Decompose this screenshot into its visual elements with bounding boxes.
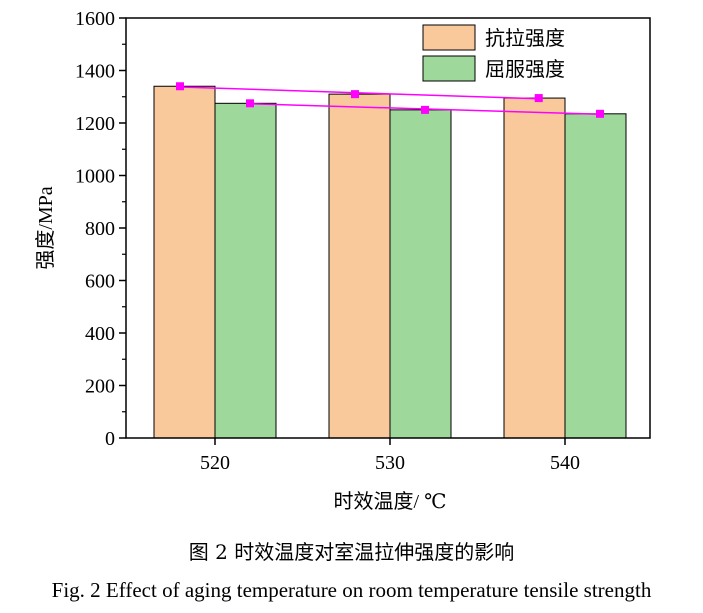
x-tick-label-540: 540: [550, 452, 580, 474]
marker-yield-540: [596, 109, 604, 118]
bar-yield-520: [214, 102, 277, 439]
legend-label-tensile: 抗拉强度: [485, 27, 565, 50]
y-tick-label-600: 600: [85, 271, 115, 293]
legend-swatch-tensile: [422, 24, 476, 51]
y-tick-label-1400: 1400: [75, 61, 115, 83]
trendline-tensile: [179, 86, 539, 100]
y-axis: 0 200 400 600 800 1000 1200 1400 1600: [75, 8, 126, 450]
bar-tensile-540: [503, 97, 566, 439]
x-tick-label-520: 520: [200, 452, 230, 474]
x-axis: 520 530 540: [200, 438, 580, 474]
figure-caption-english: Fig. 2 Effect of aging temperature on ro…: [51, 578, 652, 602]
y-axis-title: 强度/MPa: [34, 186, 57, 269]
plot-area: [125, 17, 651, 439]
y-tick-label-1000: 1000: [75, 166, 115, 188]
y-tick-label-1200: 1200: [75, 113, 115, 135]
figure-caption-chinese: 图 2 时效温度对室温拉伸强度的影响: [188, 540, 515, 564]
legend-label-yield: 屈服强度: [485, 58, 565, 81]
y-tick-label-0: 0: [105, 428, 115, 450]
bar-tensile-520: [153, 85, 216, 439]
marker-yield-520: [246, 99, 254, 108]
marker-tensile-520: [176, 82, 184, 91]
x-tick-label-530: 530: [375, 452, 405, 474]
bar-yield-540: [564, 113, 627, 439]
y-tick-label-400: 400: [85, 323, 115, 345]
y-tick-label-800: 800: [85, 218, 115, 240]
legend: 抗拉强度 屈服强度: [422, 24, 565, 82]
bar-tensile-530: [328, 93, 391, 439]
y-tick-label-1600: 1600: [75, 8, 115, 30]
marker-tensile-540: [534, 94, 543, 103]
marker-yield-530: [421, 105, 429, 114]
bar-yield-530: [389, 109, 452, 439]
marker-tensile-530: [351, 90, 359, 99]
legend-swatch-yield: [422, 55, 476, 82]
y-tick-label-200: 200: [85, 376, 115, 398]
x-axis-title: 时效温度/ ℃: [334, 490, 447, 513]
